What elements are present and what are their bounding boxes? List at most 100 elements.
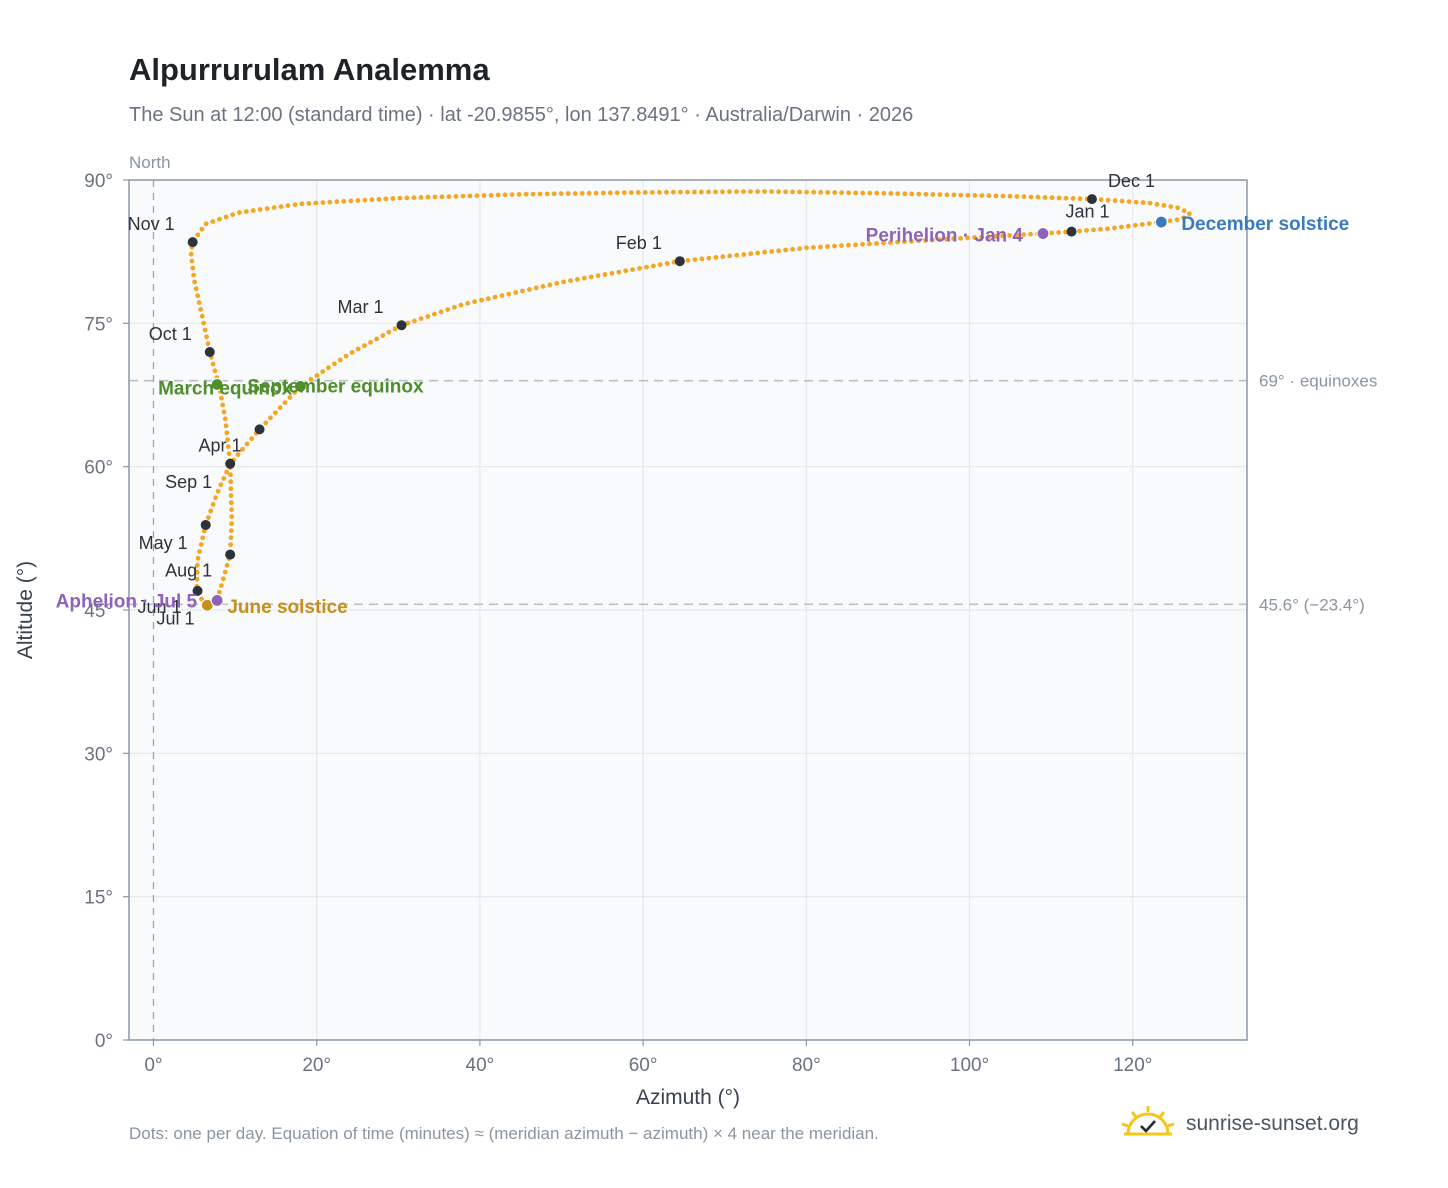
- daily-dot: [825, 190, 831, 195]
- daily-dot: [1139, 222, 1145, 227]
- daily-dot: [1084, 228, 1089, 233]
- daily-dot: [495, 192, 501, 198]
- daily-dot: [334, 199, 340, 205]
- daily-dot: [972, 193, 978, 198]
- month-marker-label: Aug 1: [165, 561, 212, 581]
- daily-dot: [651, 263, 656, 269]
- daily-dot: [818, 189, 824, 195]
- daily-dot: [355, 346, 361, 352]
- daily-dot: [1035, 194, 1041, 200]
- y-tick-label: 15°: [84, 888, 113, 909]
- daily-dot: [720, 254, 726, 260]
- daily-dot: [579, 191, 585, 196]
- daily-dot: [192, 279, 198, 285]
- daily-dot: [972, 235, 977, 240]
- daily-dot: [374, 336, 380, 342]
- daily-dot: [979, 234, 984, 240]
- x-tick-label: 120°: [1113, 1055, 1152, 1076]
- daily-dot: [193, 286, 199, 292]
- daily-dot: [1126, 223, 1131, 229]
- daily-dot: [616, 269, 622, 275]
- daily-dot: [581, 275, 587, 281]
- daily-dot: [839, 243, 844, 249]
- daily-dot: [425, 194, 431, 200]
- daily-dot: [944, 192, 950, 198]
- month-marker-label: Apr 1: [199, 435, 242, 455]
- daily-dot: [383, 196, 389, 202]
- daily-dot: [285, 203, 291, 209]
- daily-dot: [1098, 197, 1104, 203]
- daily-dot: [748, 189, 753, 195]
- daily-dot: [217, 216, 222, 222]
- daily-dot: [706, 189, 711, 195]
- daily-dot: [713, 189, 718, 195]
- daily-dot: [188, 251, 194, 257]
- daily-dot: [568, 278, 573, 283]
- daily-dot: [397, 195, 403, 201]
- daily-dot: [235, 452, 241, 457]
- daily-dot: [923, 238, 928, 243]
- daily-dot: [958, 235, 963, 241]
- month-marker-label: Mar 1: [338, 297, 384, 317]
- daily-dot: [271, 205, 277, 211]
- daily-dot: [776, 248, 781, 254]
- daily-dot: [575, 277, 580, 282]
- reference-line-label: 69° · equinoxes: [1259, 372, 1377, 391]
- daily-dot: [198, 542, 204, 547]
- daily-dot: [195, 293, 201, 299]
- daily-dot: [727, 189, 732, 195]
- daily-dot: [411, 195, 417, 201]
- brand[interactable]: sunrise-sunset.org: [1120, 1104, 1359, 1144]
- daily-dot: [243, 209, 249, 214]
- month-marker: [200, 519, 211, 530]
- x-axis-label: Azimuth (°): [636, 1086, 740, 1109]
- daily-dot: [853, 190, 859, 196]
- y-tick-label: 0°: [95, 1031, 113, 1052]
- daily-dot: [203, 221, 209, 227]
- daily-dot: [540, 284, 546, 289]
- daily-dot: [287, 395, 293, 400]
- daily-dot: [614, 190, 620, 196]
- daily-dot: [223, 423, 229, 429]
- daily-dot: [523, 191, 529, 197]
- event-label: June solstice: [227, 597, 347, 618]
- daily-dot: [225, 437, 231, 443]
- daily-dot: [642, 190, 648, 195]
- daily-dot: [474, 193, 480, 199]
- daily-dot: [895, 191, 901, 197]
- event-marker: [1154, 215, 1168, 229]
- daily-dot: [986, 234, 991, 240]
- daily-dot: [194, 576, 200, 582]
- daily-dot: [472, 299, 477, 305]
- daily-dot: [341, 198, 347, 204]
- daily-dot: [825, 244, 830, 249]
- daily-dot: [609, 270, 615, 276]
- daily-dot: [225, 444, 231, 450]
- daily-dot: [1112, 225, 1117, 231]
- daily-dot: [1140, 200, 1146, 205]
- daily-dot: [412, 318, 417, 324]
- daily-dot: [818, 244, 823, 250]
- daily-dot: [217, 589, 222, 595]
- daily-dot: [194, 569, 200, 575]
- daily-dot: [1146, 221, 1152, 227]
- daily-dot: [916, 191, 922, 197]
- daily-dot: [369, 197, 375, 203]
- daily-dot: [930, 237, 935, 243]
- daily-dot: [685, 258, 691, 263]
- daily-dot: [706, 255, 712, 261]
- month-marker-label: Jun 1: [138, 597, 182, 617]
- daily-dot: [860, 190, 866, 196]
- daily-dot: [506, 291, 512, 297]
- daily-dot: [445, 307, 451, 312]
- daily-dot: [1091, 227, 1096, 233]
- month-marker: [187, 237, 198, 248]
- daily-dot: [250, 208, 256, 213]
- daily-dot: [439, 194, 445, 200]
- daily-dot: [320, 200, 326, 206]
- daily-dot: [222, 416, 228, 422]
- daily-dot: [348, 198, 354, 204]
- y-axis-label: Altitude (°): [14, 561, 37, 659]
- event-marker: [210, 377, 224, 392]
- reference-line-label: 45.6° (−23.4°): [1259, 595, 1365, 614]
